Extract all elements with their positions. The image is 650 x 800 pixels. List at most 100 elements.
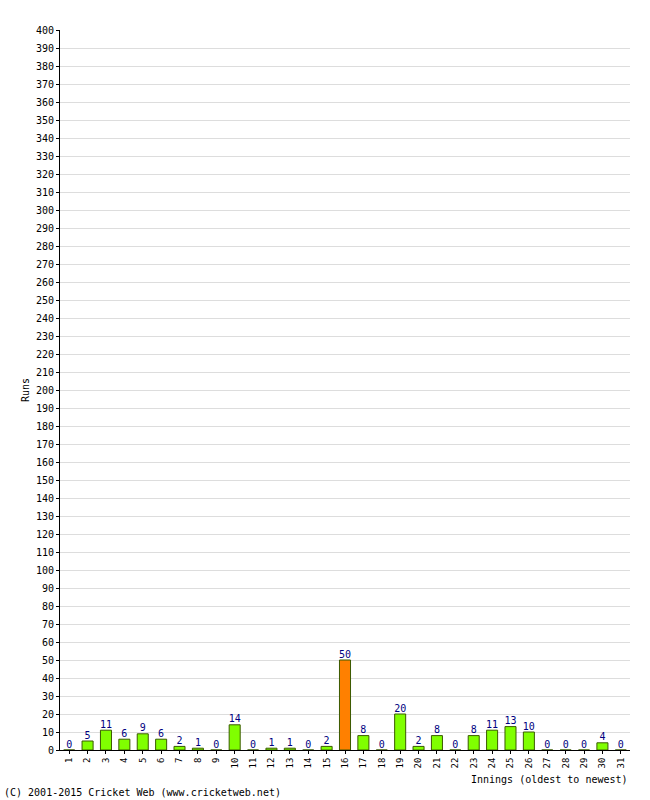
svg-text:2: 2 — [83, 758, 93, 763]
svg-text:12: 12 — [266, 758, 276, 769]
svg-text:290: 290 — [36, 223, 54, 234]
svg-text:8: 8 — [471, 724, 477, 735]
svg-text:70: 70 — [42, 619, 54, 630]
svg-text:9: 9 — [140, 722, 146, 733]
svg-text:300: 300 — [36, 205, 54, 216]
svg-text:50: 50 — [42, 655, 54, 666]
svg-text:80: 80 — [42, 601, 54, 612]
svg-text:340: 340 — [36, 133, 54, 144]
svg-text:1: 1 — [64, 758, 74, 763]
svg-text:50: 50 — [339, 649, 351, 660]
svg-text:2: 2 — [416, 735, 422, 746]
svg-text:20: 20 — [42, 709, 54, 720]
svg-text:0: 0 — [48, 745, 54, 756]
svg-text:0: 0 — [213, 739, 219, 750]
svg-text:1: 1 — [195, 737, 201, 748]
svg-text:3: 3 — [101, 758, 111, 763]
svg-text:310: 310 — [36, 187, 54, 198]
svg-text:5: 5 — [138, 758, 148, 763]
svg-text:140: 140 — [36, 493, 54, 504]
svg-text:2: 2 — [177, 735, 183, 746]
svg-text:260: 260 — [36, 277, 54, 288]
svg-text:28: 28 — [561, 758, 571, 769]
svg-text:0: 0 — [618, 739, 624, 750]
svg-text:130: 130 — [36, 511, 54, 522]
svg-text:60: 60 — [42, 637, 54, 648]
svg-text:(C) 2001-2015 Cricket Web (www: (C) 2001-2015 Cricket Web (www.cricketwe… — [4, 787, 281, 798]
svg-text:210: 210 — [36, 367, 54, 378]
svg-text:19: 19 — [395, 758, 405, 769]
svg-text:0: 0 — [250, 739, 256, 750]
svg-text:Runs: Runs — [20, 378, 31, 402]
svg-text:6: 6 — [158, 728, 164, 739]
svg-text:30: 30 — [42, 691, 54, 702]
svg-text:30: 30 — [597, 758, 607, 769]
svg-text:1: 1 — [268, 737, 274, 748]
svg-text:370: 370 — [36, 79, 54, 90]
svg-text:1: 1 — [287, 737, 293, 748]
svg-text:24: 24 — [487, 758, 497, 769]
svg-text:11: 11 — [100, 719, 112, 730]
svg-text:23: 23 — [469, 758, 479, 769]
svg-text:170: 170 — [36, 439, 54, 450]
svg-text:7: 7 — [174, 758, 184, 763]
svg-text:0: 0 — [452, 739, 458, 750]
svg-text:390: 390 — [36, 43, 54, 54]
svg-text:20: 20 — [413, 758, 423, 769]
svg-text:2: 2 — [324, 735, 330, 746]
svg-text:120: 120 — [36, 529, 54, 540]
svg-text:320: 320 — [36, 169, 54, 180]
svg-text:9: 9 — [211, 758, 221, 763]
svg-text:230: 230 — [36, 331, 54, 342]
svg-text:180: 180 — [36, 421, 54, 432]
svg-text:10: 10 — [523, 721, 535, 732]
svg-text:13: 13 — [504, 715, 516, 726]
svg-text:190: 190 — [36, 403, 54, 414]
svg-text:8: 8 — [360, 724, 366, 735]
svg-text:17: 17 — [358, 758, 368, 769]
svg-text:220: 220 — [36, 349, 54, 360]
svg-text:14: 14 — [229, 713, 241, 724]
svg-text:4: 4 — [599, 731, 605, 742]
svg-text:0: 0 — [581, 739, 587, 750]
svg-text:15: 15 — [322, 758, 332, 769]
svg-text:10: 10 — [230, 758, 240, 769]
svg-text:10: 10 — [42, 727, 54, 738]
svg-text:90: 90 — [42, 583, 54, 594]
svg-text:0: 0 — [563, 739, 569, 750]
svg-text:100: 100 — [36, 565, 54, 576]
svg-text:240: 240 — [36, 313, 54, 324]
svg-text:11: 11 — [248, 758, 258, 769]
svg-text:20: 20 — [394, 703, 406, 714]
svg-text:8: 8 — [193, 758, 203, 763]
svg-text:110: 110 — [36, 547, 54, 558]
svg-text:27: 27 — [542, 758, 552, 769]
svg-text:16: 16 — [340, 758, 350, 769]
svg-text:280: 280 — [36, 241, 54, 252]
svg-text:350: 350 — [36, 115, 54, 126]
svg-text:6: 6 — [121, 728, 127, 739]
svg-text:4: 4 — [119, 758, 129, 763]
svg-text:40: 40 — [42, 673, 54, 684]
svg-text:0: 0 — [305, 739, 311, 750]
svg-text:250: 250 — [36, 295, 54, 306]
svg-text:18: 18 — [377, 758, 387, 769]
svg-text:270: 270 — [36, 259, 54, 270]
svg-text:29: 29 — [579, 758, 589, 769]
svg-text:21: 21 — [432, 758, 442, 769]
svg-text:22: 22 — [450, 758, 460, 769]
svg-text:150: 150 — [36, 475, 54, 486]
svg-text:0: 0 — [379, 739, 385, 750]
svg-text:6: 6 — [156, 758, 166, 763]
svg-text:25: 25 — [505, 758, 515, 769]
svg-text:400: 400 — [36, 25, 54, 36]
svg-text:5: 5 — [85, 730, 91, 741]
svg-text:360: 360 — [36, 97, 54, 108]
svg-text:380: 380 — [36, 61, 54, 72]
svg-text:0: 0 — [544, 739, 550, 750]
svg-text:330: 330 — [36, 151, 54, 162]
svg-text:11: 11 — [486, 719, 498, 730]
svg-text:0: 0 — [66, 739, 72, 750]
svg-text:Innings (oldest to newest): Innings (oldest to newest) — [471, 774, 628, 785]
svg-text:26: 26 — [524, 758, 534, 769]
